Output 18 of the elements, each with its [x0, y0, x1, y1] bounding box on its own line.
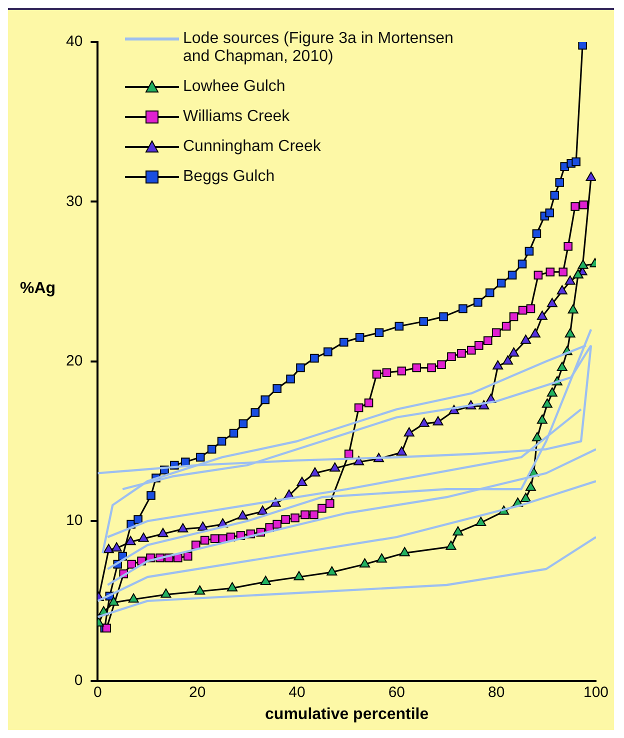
- legend-label: Williams Creek: [183, 108, 290, 126]
- y-tick-label: 0: [74, 672, 83, 689]
- legend-label: Cunningham Creek: [183, 138, 321, 156]
- y-tick-label: 20: [66, 352, 83, 370]
- legend-label: Lode sources (Figure 3a in Mortensen and Chapman, 2010): [183, 30, 454, 66]
- x-tick-label: 80: [488, 684, 505, 701]
- legend-label: Lowhee Gulch: [183, 78, 286, 96]
- x-tick-label: 60: [388, 684, 406, 701]
- x-axis-title: cumulative percentile: [265, 706, 429, 723]
- y-tick-label: 10: [66, 512, 83, 530]
- x-tick-label: 20: [189, 684, 206, 701]
- legend-label: Beggs Gulch: [183, 168, 275, 186]
- y-axis-title: %Ag: [20, 280, 56, 298]
- y-tick-label: 40: [66, 33, 83, 50]
- x-tick-label: 0: [94, 684, 102, 701]
- x-tick-label: 100: [583, 684, 609, 701]
- x-tick-label: 40: [288, 684, 306, 701]
- y-tick-label: 30: [66, 192, 83, 210]
